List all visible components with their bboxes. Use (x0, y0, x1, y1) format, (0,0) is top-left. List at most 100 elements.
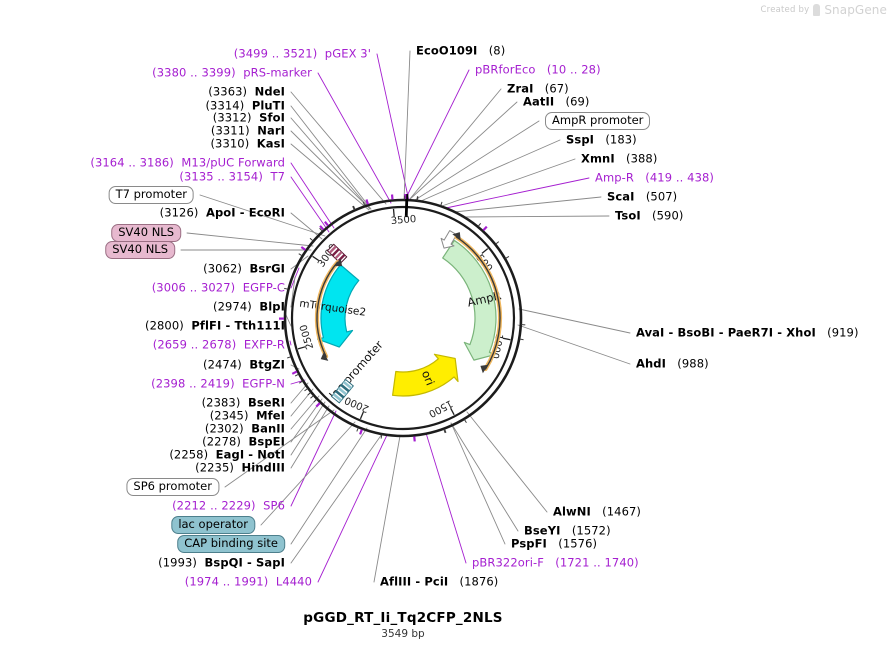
map-label-egfp-c[interactable]: (3006 .. 3027) EGFP-C (151, 280, 285, 295)
ruler-tick (481, 248, 489, 254)
label-position: (919) (827, 325, 859, 340)
map-label-ndei[interactable]: (3363) NdeI (208, 85, 285, 99)
map-label-exfp-r[interactable]: (2659 .. 2678) EXFP-R (153, 337, 285, 352)
map-label-tsoi[interactable]: TsoI (590) (615, 209, 683, 223)
label-position: (3164 .. 3186) (90, 155, 174, 170)
watermark-created-by: Created by (760, 5, 810, 15)
map-label-mfei[interactable]: (2345) MfeI (210, 409, 285, 423)
map-label-bsrgi[interactable]: (3062) BsrGI (203, 262, 285, 276)
map-label-amp-r[interactable]: Amp-R (419 .. 438) (595, 170, 714, 185)
label-position: (2474) (203, 357, 242, 372)
map-label-aflii-pcii[interactable]: AflIII - PciI (1876) (380, 575, 498, 589)
map-label-banii[interactable]: (2302) BanII (204, 421, 285, 436)
enzyme-name: EagI (215, 447, 245, 462)
leader-line (445, 177, 590, 209)
feature-chip-t7-promoter[interactable]: T7 promoter (108, 186, 194, 204)
map-label-aatii[interactable]: AatII (69) (523, 95, 590, 109)
map-label-xmni[interactable]: XmnI (388) (581, 151, 658, 166)
map-label-nari[interactable]: (3311) NarI (211, 124, 285, 138)
snapgene-watermark: Created by SnapGene (761, 3, 887, 17)
feature-chip-ampr-promoter[interactable]: AmpR promoter (545, 112, 651, 130)
leader-line (425, 432, 467, 564)
enzyme-name: EXFP-R (243, 337, 285, 352)
label-position: (3006 .. 3027) (151, 280, 236, 295)
plasmid-title-block: pGGD_RT_Ii_Tq2CFP_2NLS 3549 bp (303, 610, 502, 640)
map-label-pspfi[interactable]: PspFI (1576) (511, 537, 597, 551)
leader-line (453, 196, 602, 213)
enzyme-name: ZraI (507, 81, 534, 96)
map-label-zrai[interactable]: ZraI (67) (507, 81, 569, 96)
map-label-kasi[interactable]: (3310) KasI (210, 136, 285, 151)
leader-line (290, 276, 296, 308)
map-label-bseri[interactable]: (2383) BseRI (202, 396, 285, 410)
enzyme-name: EGFP-N (242, 376, 285, 391)
map-label-pluti[interactable]: (3314) PluTI (205, 99, 285, 113)
map-label-pbrforeco[interactable]: pBRforEco (10 .. 28) (475, 62, 601, 77)
enzyme-name: SP6 (263, 498, 285, 513)
label-position: (2974) (213, 299, 252, 314)
ruler-tick (297, 346, 306, 350)
map-label-l4440[interactable]: (1974 .. 1991) L4440 (185, 575, 312, 589)
leader-line (224, 409, 335, 488)
feature-chip-cap-binding[interactable]: CAP binding site (177, 535, 285, 553)
map-label-t7-primer[interactable]: (3135 .. 3154) T7 (179, 169, 285, 184)
map-label-sp6-primer[interactable]: (2212 .. 2229) SP6 (172, 498, 285, 513)
snapgene-logo-icon (813, 4, 821, 16)
feature-chip-sv40-nls-2[interactable]: SV40 NLS (105, 241, 175, 259)
map-label-prs-marker[interactable]: (3380 .. 3399) pRS-marker (152, 65, 312, 80)
map-label-pgex3[interactable]: (3499 .. 3521) pGEX 3' (234, 47, 371, 61)
map-label-blpi[interactable]: (2974) BlpI (213, 299, 285, 314)
map-label-btgzi[interactable]: (2474) BtgZI (203, 357, 285, 372)
leader-line (285, 314, 292, 327)
enzyme-name: EcoRI (248, 205, 285, 220)
enzyme-name: XhoI (786, 325, 816, 340)
map-label-pbr322ori-f[interactable]: pBR322ori-F (1721 .. 1740) (472, 556, 639, 570)
feature-chip-sv40-nls-1[interactable]: SV40 NLS (111, 224, 181, 242)
label-position: (3380 .. 3399) (152, 65, 236, 80)
label-position: (10 .. 28) (546, 62, 601, 77)
enzyme-name: ApoI (205, 205, 236, 220)
map-label-scai[interactable]: ScaI (507) (607, 190, 677, 204)
label-position: (388) (626, 151, 658, 166)
enzyme-name: BanII (251, 421, 285, 436)
label-position: (1467) (602, 504, 641, 519)
map-label-sfoi[interactable]: (3312) SfoI (213, 111, 285, 125)
enzyme-name: BspEI (248, 434, 285, 449)
map-label-bseyi[interactable]: BseYI (1572) (524, 524, 611, 538)
map-label-bspei[interactable]: (2278) BspEI (202, 434, 285, 449)
feature-chip-sp6-promoter[interactable]: SP6 promoter (126, 478, 219, 496)
label-position: (2235) (195, 460, 234, 475)
enzyme-name: Tth111I (234, 318, 285, 333)
label-position: (3135 .. 3154) (179, 169, 263, 184)
feature-chip-lac-operator[interactable]: lac operator (171, 516, 255, 534)
label-position: (419 .. 438) (645, 170, 714, 185)
map-label-sspi[interactable]: SspI (183) (566, 133, 637, 147)
map-label-avai-group[interactable]: AvaI - BsoBI - PaeR7I - XhoI (919) (636, 325, 859, 340)
label-position: (2302) (204, 421, 244, 436)
restriction-site-tick (362, 201, 366, 207)
map-label-egfp-n[interactable]: (2398 .. 2419) EGFP-N (151, 376, 285, 391)
map-label-ecoo109i[interactable]: EcoO109I (8) (416, 44, 505, 58)
map-label-apoi-ecori[interactable]: (3126) ApoI - EcoRI (160, 205, 285, 220)
map-label-m13puc-fwd[interactable]: (3164 .. 3186) M13/pUC Forward (90, 155, 285, 170)
map-label-ahdi[interactable]: AhdI (988) (636, 357, 709, 371)
map-label-eagi-noti[interactable]: (2258) EagI - NotI (169, 447, 285, 462)
map-label-alwni[interactable]: AlwNI (1467) (553, 504, 641, 519)
label-position: (3310) (210, 136, 250, 151)
leader-line (408, 101, 518, 201)
restriction-site-tick (313, 398, 318, 403)
leader-line (290, 130, 371, 210)
watermark-brand: SnapGene (824, 3, 887, 17)
map-label-pflfi-tth111i[interactable]: (2800) PflFI - Tth111I (145, 318, 285, 333)
primer-site-tick (359, 429, 363, 435)
map-label-hindiii[interactable]: (2235) HindIII (195, 460, 285, 475)
feature-label-ori: ori (419, 368, 438, 387)
map-label-bspqi-sapi[interactable]: (1993) BspQI - SapI (158, 556, 285, 570)
leader-line (403, 50, 411, 201)
leader-line (450, 422, 519, 532)
leader-line (290, 143, 370, 211)
enzyme-name: pRS-marker (243, 65, 312, 80)
enzyme-name: BtgZI (249, 357, 285, 372)
restriction-site-tick (304, 388, 309, 392)
